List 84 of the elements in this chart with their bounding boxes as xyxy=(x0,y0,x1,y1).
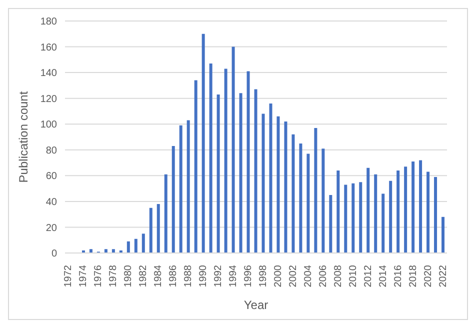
bar xyxy=(164,174,168,253)
x-tick-label: 1990 xyxy=(198,264,210,288)
bar xyxy=(412,161,415,253)
bar xyxy=(404,166,408,253)
bar xyxy=(239,93,242,253)
bar xyxy=(126,241,130,253)
x-tick-label: 1972 xyxy=(63,264,74,288)
bar xyxy=(292,134,295,253)
bar xyxy=(209,64,212,253)
bar xyxy=(254,89,258,253)
bar xyxy=(172,146,175,253)
x-tick-label: 2020 xyxy=(422,264,434,288)
x-tick-label: 1976 xyxy=(93,264,104,288)
bar xyxy=(426,172,430,253)
bar xyxy=(329,195,332,253)
bar xyxy=(246,71,250,253)
bar xyxy=(112,249,115,253)
x-tick-label: 1974 xyxy=(78,264,90,288)
bar xyxy=(156,204,160,253)
bar xyxy=(276,116,280,253)
x-tick-label: 2004 xyxy=(302,264,314,288)
x-tick-label: 2002 xyxy=(288,264,299,288)
y-tick-label: 20 xyxy=(46,222,58,234)
bar xyxy=(194,80,198,253)
bar xyxy=(224,68,228,253)
x-tick-label: 1986 xyxy=(168,264,180,288)
bar xyxy=(352,183,355,253)
x-tick-label: 2012 xyxy=(362,264,374,288)
x-tick-label: 1978 xyxy=(108,264,120,288)
bar xyxy=(434,176,438,253)
bar xyxy=(186,120,190,253)
bar xyxy=(284,122,288,253)
bar xyxy=(149,208,152,253)
bar xyxy=(104,249,108,253)
bar xyxy=(374,174,378,253)
bar xyxy=(442,216,445,253)
bar xyxy=(396,170,400,253)
bar xyxy=(262,114,265,253)
x-tick-label: 2014 xyxy=(378,264,389,288)
x-tick-label: 1992 xyxy=(213,264,224,288)
x-tick-label: 2006 xyxy=(318,264,329,288)
x-tick-label: 2010 xyxy=(348,264,359,288)
y-tick-label: 100 xyxy=(40,120,58,131)
bar xyxy=(269,103,272,253)
x-tick-label: 1994 xyxy=(228,264,240,288)
y-tick-label: 80 xyxy=(46,145,58,156)
y-tick-label: 160 xyxy=(40,42,58,54)
bar xyxy=(216,94,220,253)
bar xyxy=(322,148,325,253)
bar xyxy=(336,170,340,253)
x-tick-label: 1984 xyxy=(153,264,164,288)
y-axis-title: Publication count xyxy=(16,90,30,183)
x-tick-label: 2008 xyxy=(332,264,344,288)
y-tick-label: 40 xyxy=(46,196,58,208)
bar xyxy=(359,182,362,253)
bar xyxy=(299,143,302,253)
bar xyxy=(344,184,348,253)
x-tick-label: 1982 xyxy=(138,264,150,288)
x-tick-label: 1996 xyxy=(243,264,254,288)
bar xyxy=(89,249,92,253)
bar xyxy=(306,154,310,253)
x-axis-title: Year xyxy=(244,298,268,312)
x-tick-label: 2000 xyxy=(272,264,284,288)
x-tick-label: 1980 xyxy=(123,264,134,288)
bar xyxy=(134,238,138,253)
y-tick-label: 140 xyxy=(40,68,58,80)
y-tick-label: 0 xyxy=(51,248,58,260)
bar xyxy=(202,34,205,253)
x-tick-label: 1998 xyxy=(258,264,269,288)
bar xyxy=(366,168,370,253)
y-tick-label: 180 xyxy=(40,16,58,28)
bar xyxy=(419,160,422,253)
x-tick-label: 2018 xyxy=(408,264,419,288)
y-tick-label: 60 xyxy=(46,171,58,182)
bar xyxy=(389,180,392,253)
x-tick-label: 1988 xyxy=(183,264,194,288)
x-tick-label: 2022 xyxy=(438,264,449,288)
bar xyxy=(179,125,182,253)
bar xyxy=(142,234,145,253)
bar xyxy=(232,46,235,253)
bar xyxy=(382,194,385,253)
bar xyxy=(314,128,318,253)
x-tick-label: 2016 xyxy=(392,264,404,288)
y-tick-label: 120 xyxy=(40,94,58,105)
